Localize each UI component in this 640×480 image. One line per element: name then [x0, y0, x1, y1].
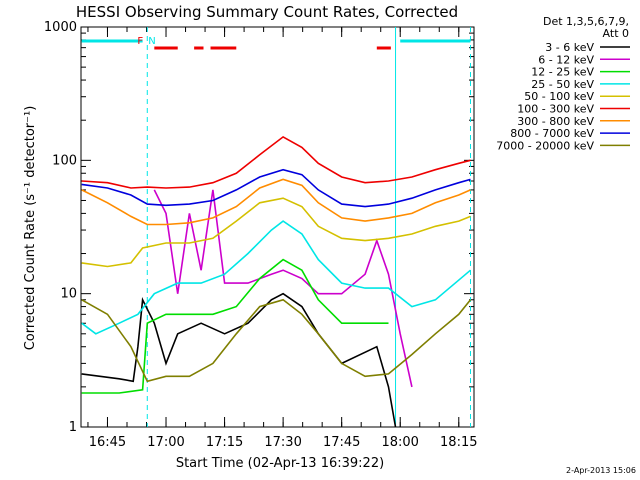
x-tick-label-3: 17:30 — [264, 435, 301, 450]
chart-title: HESSI Observing Summary Count Rates, Cor… — [76, 3, 458, 21]
series-3-6-kev — [81, 292, 397, 427]
series-300-800-kev — [81, 178, 471, 226]
legend-label-7000-20000-kev: 7000 - 20000 keV — [496, 139, 594, 152]
x-tick-label-2: 17:15 — [206, 435, 243, 450]
legend-label-800-7000-kev: 800 - 7000 keV — [510, 127, 594, 140]
legend-label-25-50-kev: 25 - 50 keV — [531, 78, 594, 91]
series-25-50-kev — [81, 220, 472, 335]
marker-label-f: F — [137, 36, 143, 47]
y-tick-label-3: 1000 — [44, 20, 77, 35]
footer-timestamp: 2-Apr-2013 15:06 — [566, 466, 636, 475]
x-tick-label-1: 17:00 — [147, 435, 184, 450]
legend-header-1: Det 1,3,5,6,7,9, — [543, 15, 629, 28]
y-tick-label-2: 100 — [52, 153, 77, 168]
legend-label-100-300-kev: 100 - 300 keV — [517, 103, 594, 116]
series-50-100-kev — [81, 197, 471, 268]
series-7000-20000-kev — [81, 298, 472, 383]
marker-label-n: N — [148, 36, 155, 47]
legend-label-300-800-kev: 300 - 800 keV — [517, 115, 594, 128]
plot-area: 1 10 100 1000 16:45 17:00 17:15 17:30 17:45 18:00… — [44, 20, 630, 450]
series-12-25-kev — [81, 258, 389, 394]
x-tick-label-0: 16:45 — [89, 435, 126, 450]
legend-header-2: Att 0 — [603, 27, 629, 40]
legend-label-50-100-kev: 50 - 100 keV — [524, 90, 594, 103]
y-tick-label-1: 10 — [60, 287, 77, 302]
legend-label-6-12-kev: 6 - 12 keV — [538, 53, 594, 66]
x-axis-label: Start Time (02-Apr-13 16:39:22) — [176, 456, 384, 471]
x-tick-label-4: 17:45 — [323, 435, 360, 450]
series-800-7000-kev — [81, 168, 471, 208]
series-6-12-kev — [153, 189, 413, 388]
legend-label-12-25-kev: 12 - 25 keV — [531, 66, 594, 79]
legend-label-3-6-kev: 3 - 6 keV — [545, 41, 594, 54]
plot-frame — [80, 26, 475, 428]
y-axis-label: Corrected Count Rate (s⁻¹ detector⁻¹) — [23, 106, 38, 351]
y-tick-label-0: 1 — [69, 420, 77, 435]
x-tick-label-5: 18:00 — [381, 435, 418, 450]
x-tick-label-6: 18:15 — [440, 435, 477, 450]
series-100-300-kev — [81, 135, 471, 189]
